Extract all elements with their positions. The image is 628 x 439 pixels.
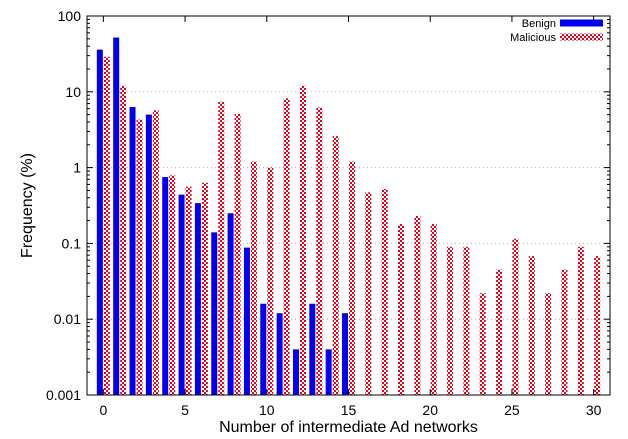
bar-benign-15 — [342, 313, 348, 395]
bar-malicious-7 — [218, 101, 225, 396]
bar-malicious-8 — [234, 113, 241, 395]
x-tick-label: 30 — [586, 402, 602, 418]
bar-malicious-5 — [185, 186, 192, 395]
bar-malicious-21 — [447, 246, 454, 395]
legend-label-benign: Benign — [522, 18, 556, 30]
bar-benign-1 — [113, 37, 120, 395]
legend-swatch-benign — [560, 19, 603, 27]
x-tick-label: 15 — [341, 402, 357, 418]
bar-malicious-26 — [528, 256, 535, 395]
bar-benign-3 — [145, 114, 152, 395]
y-tick-label: 0.001 — [46, 387, 81, 403]
bar-malicious-15 — [349, 161, 355, 395]
bar-malicious-2 — [136, 119, 143, 395]
bar-benign-6 — [194, 203, 201, 395]
y-tick-label: 0.01 — [54, 311, 81, 327]
bar-benign-8 — [227, 213, 234, 395]
bar-malicious-23 — [479, 293, 486, 395]
bar-benign-4 — [162, 177, 169, 395]
bar-malicious-19 — [414, 215, 421, 395]
bar-benign-13 — [309, 303, 316, 395]
bar-malicious-12 — [299, 85, 306, 395]
y-tick-label: 10 — [65, 84, 81, 100]
bar-malicious-24 — [496, 269, 503, 395]
bar-malicious-13 — [316, 107, 323, 395]
bar-benign-14 — [325, 349, 332, 395]
bar-malicious-17 — [381, 189, 388, 395]
x-tick-label: 25 — [504, 402, 520, 418]
bar-malicious-10 — [267, 167, 274, 395]
bar-benign-10 — [260, 303, 267, 395]
legend-swatch-malicious — [560, 33, 603, 41]
bar-malicious-3 — [152, 110, 159, 395]
bar-malicious-25 — [512, 238, 519, 395]
bar-benign-2 — [129, 107, 136, 396]
bar-benign-9 — [243, 247, 250, 395]
bar-benign-7 — [211, 232, 218, 395]
bar-malicious-1 — [120, 85, 127, 395]
legend: Benign Malicious — [510, 18, 603, 44]
legend-label-malicious: Malicious — [510, 32, 556, 44]
x-axis-title: Number of intermediate Ad networks — [219, 419, 478, 436]
bar-malicious-6 — [201, 182, 208, 395]
bar-benign-0 — [96, 49, 103, 396]
bar-malicious-28 — [561, 269, 568, 395]
bar-benign-12 — [292, 349, 299, 395]
bar-malicious-20 — [430, 224, 437, 395]
bar-malicious-27 — [545, 293, 552, 395]
x-tick-label: 5 — [181, 402, 189, 418]
bar-malicious-16 — [365, 192, 372, 395]
bar-malicious-29 — [577, 246, 584, 395]
bars — [96, 37, 601, 396]
x-tick-label: 0 — [99, 402, 107, 418]
bar-benign-11 — [276, 313, 283, 395]
bar-malicious-0 — [103, 56, 110, 395]
bar-benign-5 — [178, 194, 185, 395]
bar-malicious-9 — [250, 161, 257, 395]
bar-malicious-11 — [283, 98, 290, 395]
bar-malicious-22 — [463, 246, 470, 395]
bar-malicious-14 — [332, 136, 339, 395]
y-tick-label: 0.1 — [62, 235, 82, 251]
y-axis-title: Frequency (%) — [19, 153, 36, 258]
x-tick-label: 20 — [422, 402, 438, 418]
y-tick-label: 100 — [58, 8, 82, 24]
bar-malicious-18 — [398, 224, 405, 395]
bar-malicious-4 — [169, 175, 176, 395]
x-tick-label: 10 — [259, 402, 275, 418]
bar-malicious-30 — [594, 256, 601, 395]
y-tick-label: 1 — [73, 160, 81, 176]
